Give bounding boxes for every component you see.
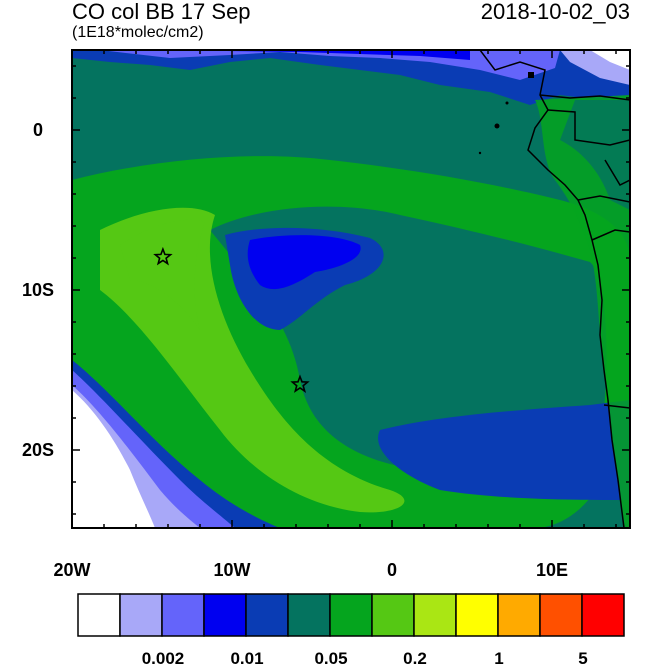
plot-frame [71,49,631,529]
x-tick-label: 10W [213,560,250,580]
colorbar-labels: 0.002 0.01 0.05 0.2 1 5 [142,649,588,667]
x-axis-labels: 20W 10W 0 10E [53,560,568,580]
colorbar-swatch [287,593,331,637]
colorbar-label: 0.05 [314,649,347,667]
colorbar-swatch [203,593,247,637]
colorbar-swatch [581,593,625,637]
map-units: (1E18*molec/cm2) [72,24,204,41]
colorbar-swatch [245,593,289,637]
colorbar-swatch [371,593,415,637]
colorbar-label: 0.2 [403,649,427,667]
colorbar-label: 5 [578,649,587,667]
x-tick-label: 10E [536,560,568,580]
colorbar-swatch [413,593,457,637]
ticks [71,50,630,528]
coastline [479,50,630,528]
x-tick-label: 20W [53,560,90,580]
colorbar-swatch [497,593,541,637]
colorbar-swatch [329,593,373,637]
star-marker-icon [290,374,310,393]
colorbar [77,593,625,637]
colorbar-swatch [119,593,163,637]
co-field [72,50,630,528]
y-tick-label: 20S [22,440,54,460]
y-axis-labels: 0 10S 20S [22,120,54,460]
x-tick-label: 0 [387,560,397,580]
markers [153,246,310,393]
y-tick-label: 10S [22,280,54,300]
y-tick-label: 0 [33,120,43,140]
colorbar-swatch [161,593,205,637]
map-timestamp: 2018-10-02_03 [480,0,630,24]
colorbar-label: 0.01 [230,649,263,667]
colorbar-swatch [77,593,121,637]
colorbar-label: 1 [494,649,503,667]
colorbar-swatch [455,593,499,637]
colorbar-label: 0.002 [142,649,185,667]
colorbar-swatch [539,593,583,637]
star-marker-icon [153,246,173,266]
map-title: CO col BB 17 Sep [72,0,251,24]
islands [478,72,534,155]
